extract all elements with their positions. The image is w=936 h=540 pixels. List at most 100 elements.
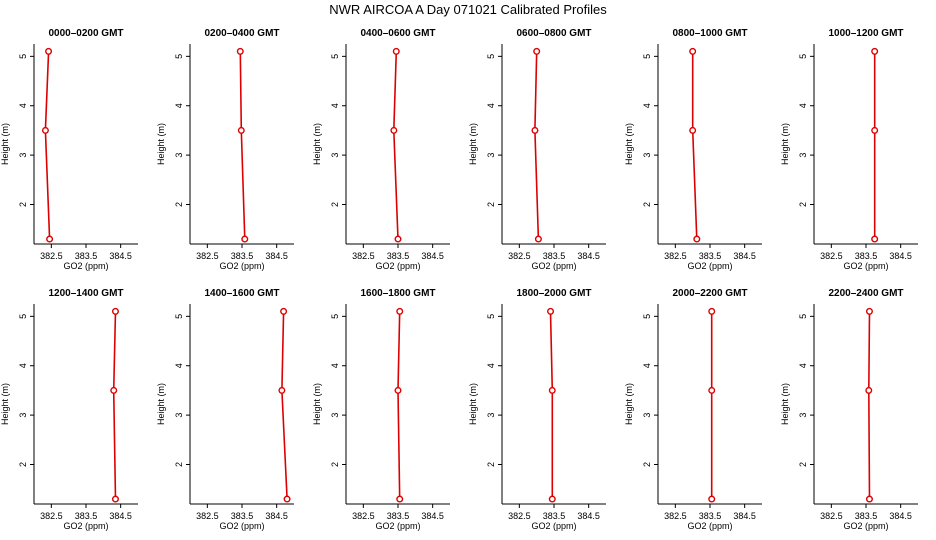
y-axis-label: Height (m) (468, 383, 478, 425)
x-axis-label: GO2 (ppm) (63, 261, 108, 271)
data-point (865, 495, 873, 503)
data-point (548, 495, 556, 503)
y-tick-label: 5 (798, 314, 808, 319)
data-point (689, 126, 697, 134)
data-point (283, 495, 291, 503)
x-tick-label: 382.5 (664, 511, 687, 521)
y-tick-label: 2 (642, 202, 652, 207)
y-tick-label: 3 (174, 413, 184, 418)
x-axis-label: GO2 (ppm) (63, 521, 108, 531)
y-axis-label: Height (m) (624, 123, 634, 165)
x-tick-label: 383.5 (231, 251, 254, 261)
data-point (390, 126, 398, 134)
y-tick-label: 2 (18, 462, 28, 467)
y-tick-label: 3 (174, 153, 184, 158)
x-tick-label: 382.5 (352, 251, 375, 261)
data-point (693, 235, 701, 243)
y-tick-label: 4 (486, 363, 496, 368)
data-point (110, 386, 118, 394)
y-tick-label: 4 (18, 363, 28, 368)
profile-line (691, 51, 698, 240)
y-tick-label: 3 (486, 153, 496, 158)
x-tick-label: 383.5 (855, 251, 878, 261)
x-tick-label: 384.5 (265, 251, 288, 261)
y-tick-label: 4 (330, 103, 340, 108)
profile-line (239, 51, 246, 240)
y-tick-label: 2 (642, 462, 652, 467)
profile-line (867, 311, 871, 500)
y-tick-label: 3 (18, 413, 28, 418)
data-point (689, 47, 697, 55)
panel-title: 0600–0800 GMT (516, 28, 591, 39)
x-tick-label: 383.5 (75, 511, 98, 521)
x-tick-label: 384.5 (889, 251, 912, 261)
y-tick-label: 3 (798, 153, 808, 158)
x-tick-label: 382.5 (196, 511, 219, 521)
data-point (241, 235, 249, 243)
data-point (45, 47, 53, 55)
data-point (111, 495, 119, 503)
y-tick-label: 5 (642, 314, 652, 319)
x-axis-label: GO2 (ppm) (687, 261, 732, 271)
y-tick-label: 5 (642, 54, 652, 59)
y-tick-label: 4 (174, 103, 184, 108)
x-tick-label: 384.5 (577, 251, 600, 261)
x-tick-label: 383.5 (543, 511, 566, 521)
y-tick-label: 2 (174, 462, 184, 467)
x-tick-label: 384.5 (733, 511, 756, 521)
y-tick-label: 5 (330, 314, 340, 319)
y-tick-label: 5 (486, 314, 496, 319)
y-tick-label: 3 (486, 413, 496, 418)
y-tick-label: 4 (798, 103, 808, 108)
x-axis-label: GO2 (ppm) (531, 261, 576, 271)
data-point (392, 47, 400, 55)
x-tick-label: 384.5 (421, 511, 444, 521)
y-axis-label: Height (m) (0, 383, 10, 425)
x-tick-label: 383.5 (75, 251, 98, 261)
y-tick-label: 2 (798, 462, 808, 467)
y-tick-label: 2 (486, 202, 496, 207)
x-axis-label: GO2 (ppm) (219, 521, 264, 531)
data-point (708, 495, 716, 503)
profile-line (549, 311, 554, 500)
x-tick-label: 384.5 (421, 251, 444, 261)
y-tick-label: 4 (486, 103, 496, 108)
x-axis-label: GO2 (ppm) (843, 521, 888, 531)
panel-title: 2200–2400 GMT (828, 288, 903, 299)
panel-title: 0000–0200 GMT (48, 28, 123, 39)
profile-line (112, 311, 117, 500)
data-point (865, 307, 873, 315)
y-axis-label: Height (m) (780, 383, 790, 425)
x-tick-label: 383.5 (699, 511, 722, 521)
y-tick-label: 4 (642, 363, 652, 368)
y-tick-label: 3 (798, 413, 808, 418)
y-tick-label: 5 (330, 54, 340, 59)
data-point (708, 307, 716, 315)
data-point (41, 126, 49, 134)
panel-title: 1800–2000 GMT (516, 288, 591, 299)
y-tick-label: 3 (642, 153, 652, 158)
x-axis-label: GO2 (ppm) (375, 521, 420, 531)
data-point (533, 47, 541, 55)
x-tick-label: 383.5 (387, 511, 410, 521)
y-axis-label: Height (m) (0, 123, 10, 165)
x-axis-label: GO2 (ppm) (843, 261, 888, 271)
y-tick-label: 5 (174, 54, 184, 59)
y-tick-label: 2 (174, 202, 184, 207)
x-tick-label: 382.5 (820, 251, 843, 261)
x-tick-label: 383.5 (231, 511, 254, 521)
y-tick-label: 4 (330, 363, 340, 368)
y-axis-label: Height (m) (468, 123, 478, 165)
x-tick-label: 382.5 (40, 511, 63, 521)
x-tick-label: 382.5 (352, 511, 375, 521)
data-point (871, 47, 879, 55)
x-tick-label: 384.5 (733, 251, 756, 261)
profile-line (397, 311, 401, 500)
y-tick-label: 3 (330, 413, 340, 418)
x-tick-label: 384.5 (889, 511, 912, 521)
profile-line (281, 311, 288, 500)
